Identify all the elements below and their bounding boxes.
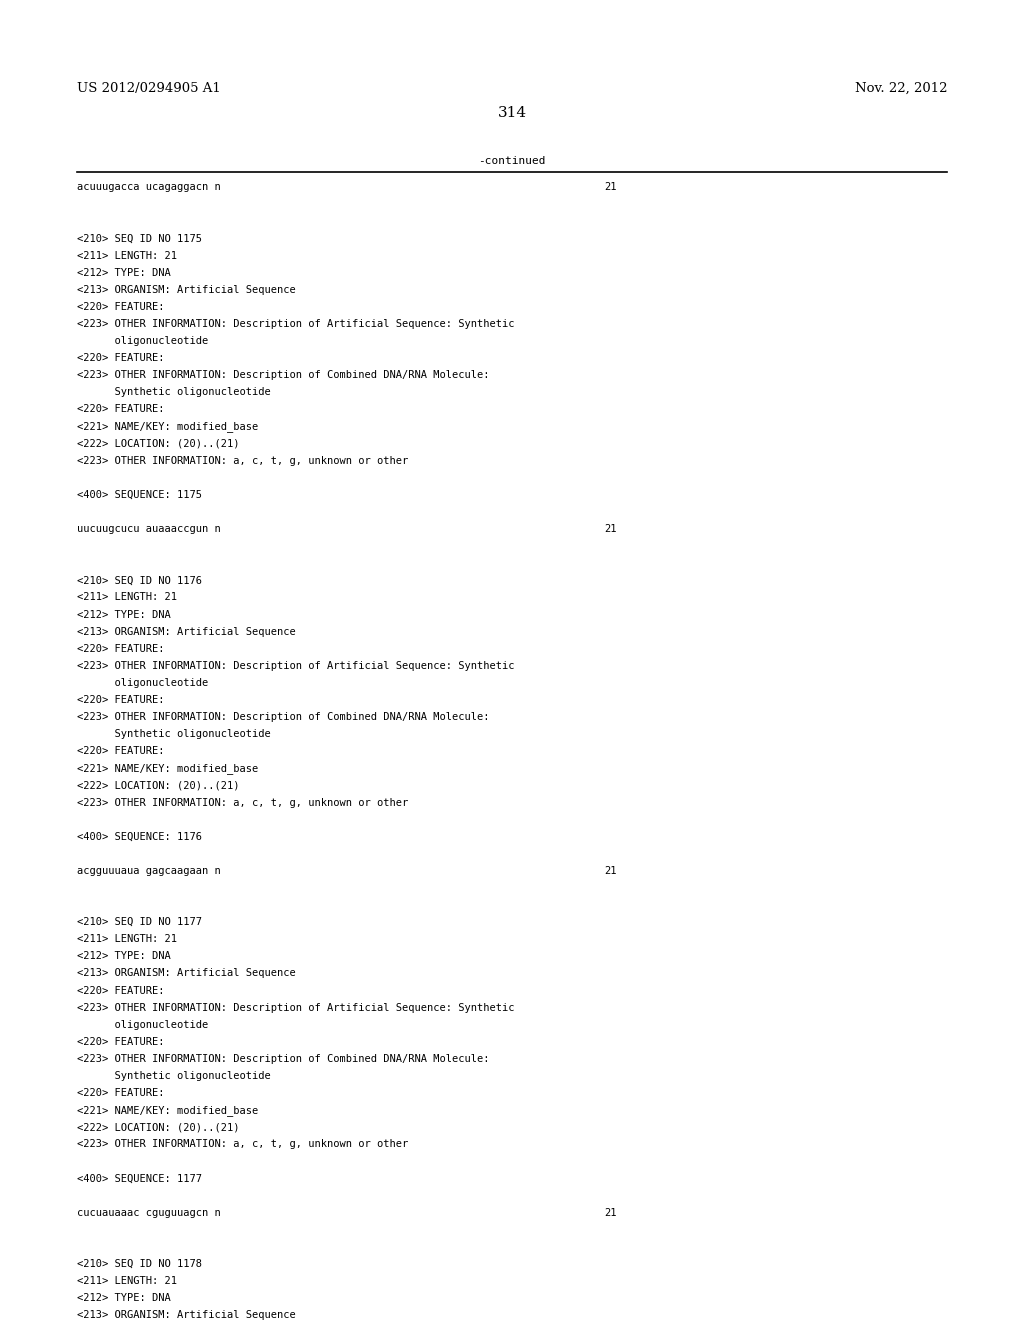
Text: <210> SEQ ID NO 1176: <210> SEQ ID NO 1176 <box>77 576 202 585</box>
Text: <223> OTHER INFORMATION: a, c, t, g, unknown or other: <223> OTHER INFORMATION: a, c, t, g, unk… <box>77 1139 408 1150</box>
Text: <223> OTHER INFORMATION: Description of Combined DNA/RNA Molecule:: <223> OTHER INFORMATION: Description of … <box>77 1053 489 1064</box>
Text: 21: 21 <box>604 1208 616 1218</box>
Text: <223> OTHER INFORMATION: a, c, t, g, unknown or other: <223> OTHER INFORMATION: a, c, t, g, unk… <box>77 455 408 466</box>
Text: -continued: -continued <box>478 156 546 166</box>
Text: 21: 21 <box>604 182 616 193</box>
Text: 21: 21 <box>604 524 616 535</box>
Text: <222> LOCATION: (20)..(21): <222> LOCATION: (20)..(21) <box>77 1122 240 1133</box>
Text: <210> SEQ ID NO 1175: <210> SEQ ID NO 1175 <box>77 234 202 243</box>
Text: <220> FEATURE:: <220> FEATURE: <box>77 746 164 756</box>
Text: uucuugcucu auaaaccgun n: uucuugcucu auaaaccgun n <box>77 524 220 535</box>
Text: oligonucleotide: oligonucleotide <box>77 1020 208 1030</box>
Text: <212> TYPE: DNA: <212> TYPE: DNA <box>77 268 171 277</box>
Text: acuuugacca ucagaggacn n: acuuugacca ucagaggacn n <box>77 182 220 193</box>
Text: <211> LENGTH: 21: <211> LENGTH: 21 <box>77 593 177 602</box>
Text: Nov. 22, 2012: Nov. 22, 2012 <box>855 82 947 95</box>
Text: <220> FEATURE:: <220> FEATURE: <box>77 696 164 705</box>
Text: <211> LENGTH: 21: <211> LENGTH: 21 <box>77 251 177 260</box>
Text: Synthetic oligonucleotide: Synthetic oligonucleotide <box>77 1071 270 1081</box>
Text: Synthetic oligonucleotide: Synthetic oligonucleotide <box>77 387 270 397</box>
Text: <221> NAME/KEY: modified_base: <221> NAME/KEY: modified_base <box>77 421 258 433</box>
Text: <220> FEATURE:: <220> FEATURE: <box>77 354 164 363</box>
Text: <222> LOCATION: (20)..(21): <222> LOCATION: (20)..(21) <box>77 780 240 791</box>
Text: <220> FEATURE:: <220> FEATURE: <box>77 404 164 414</box>
Text: <220> FEATURE:: <220> FEATURE: <box>77 986 164 995</box>
Text: <400> SEQUENCE: 1175: <400> SEQUENCE: 1175 <box>77 490 202 500</box>
Text: <222> LOCATION: (20)..(21): <222> LOCATION: (20)..(21) <box>77 438 240 449</box>
Text: <220> FEATURE:: <220> FEATURE: <box>77 644 164 653</box>
Text: oligonucleotide: oligonucleotide <box>77 337 208 346</box>
Text: <221> NAME/KEY: modified_base: <221> NAME/KEY: modified_base <box>77 1105 258 1117</box>
Text: <212> TYPE: DNA: <212> TYPE: DNA <box>77 952 171 961</box>
Text: <221> NAME/KEY: modified_base: <221> NAME/KEY: modified_base <box>77 763 258 775</box>
Text: <210> SEQ ID NO 1177: <210> SEQ ID NO 1177 <box>77 917 202 927</box>
Text: <223> OTHER INFORMATION: a, c, t, g, unknown or other: <223> OTHER INFORMATION: a, c, t, g, unk… <box>77 797 408 808</box>
Text: oligonucleotide: oligonucleotide <box>77 678 208 688</box>
Text: cucuauaaac cguguuagcn n: cucuauaaac cguguuagcn n <box>77 1208 220 1218</box>
Text: 314: 314 <box>498 106 526 120</box>
Text: Synthetic oligonucleotide: Synthetic oligonucleotide <box>77 729 270 739</box>
Text: <210> SEQ ID NO 1178: <210> SEQ ID NO 1178 <box>77 1259 202 1269</box>
Text: <220> FEATURE:: <220> FEATURE: <box>77 1088 164 1098</box>
Text: <213> ORGANISM: Artificial Sequence: <213> ORGANISM: Artificial Sequence <box>77 627 296 636</box>
Text: <400> SEQUENCE: 1177: <400> SEQUENCE: 1177 <box>77 1173 202 1184</box>
Text: <211> LENGTH: 21: <211> LENGTH: 21 <box>77 935 177 944</box>
Text: <220> FEATURE:: <220> FEATURE: <box>77 1038 164 1047</box>
Text: <223> OTHER INFORMATION: Description of Combined DNA/RNA Molecule:: <223> OTHER INFORMATION: Description of … <box>77 370 489 380</box>
Text: <400> SEQUENCE: 1176: <400> SEQUENCE: 1176 <box>77 832 202 842</box>
Text: <223> OTHER INFORMATION: Description of Artificial Sequence: Synthetic: <223> OTHER INFORMATION: Description of … <box>77 319 514 329</box>
Text: <213> ORGANISM: Artificial Sequence: <213> ORGANISM: Artificial Sequence <box>77 1311 296 1320</box>
Text: acgguuuaua gagcaagaan n: acgguuuaua gagcaagaan n <box>77 866 220 876</box>
Text: <212> TYPE: DNA: <212> TYPE: DNA <box>77 1294 171 1303</box>
Text: <223> OTHER INFORMATION: Description of Artificial Sequence: Synthetic: <223> OTHER INFORMATION: Description of … <box>77 661 514 671</box>
Text: 21: 21 <box>604 866 616 876</box>
Text: US 2012/0294905 A1: US 2012/0294905 A1 <box>77 82 220 95</box>
Text: <213> ORGANISM: Artificial Sequence: <213> ORGANISM: Artificial Sequence <box>77 969 296 978</box>
Text: <220> FEATURE:: <220> FEATURE: <box>77 302 164 312</box>
Text: <211> LENGTH: 21: <211> LENGTH: 21 <box>77 1276 177 1286</box>
Text: <213> ORGANISM: Artificial Sequence: <213> ORGANISM: Artificial Sequence <box>77 285 296 294</box>
Text: <212> TYPE: DNA: <212> TYPE: DNA <box>77 610 171 619</box>
Text: <223> OTHER INFORMATION: Description of Artificial Sequence: Synthetic: <223> OTHER INFORMATION: Description of … <box>77 1003 514 1012</box>
Text: <223> OTHER INFORMATION: Description of Combined DNA/RNA Molecule:: <223> OTHER INFORMATION: Description of … <box>77 711 489 722</box>
